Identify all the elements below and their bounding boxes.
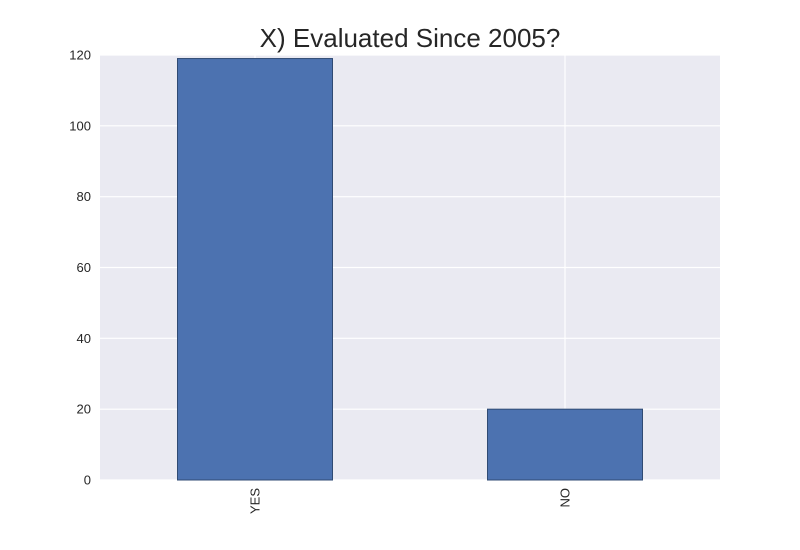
- y-tick-label: 120: [69, 48, 91, 63]
- x-tick-label-no: NO: [558, 488, 573, 508]
- y-tick-label: 100: [69, 118, 91, 133]
- x-axis-ticks: YES NO: [248, 488, 573, 514]
- bar-no: [487, 408, 643, 481]
- y-tick-label: 80: [77, 189, 91, 204]
- bars: [177, 58, 643, 481]
- y-axis-ticks: 0 20 40 60 80 100 120: [69, 48, 91, 488]
- y-tick-label: 20: [77, 402, 91, 417]
- x-tick-label-yes: YES: [248, 488, 263, 514]
- y-tick-label: 60: [77, 260, 91, 275]
- y-tick-label: 40: [77, 331, 91, 346]
- chart-title: X) Evaluated Since 2005?: [260, 23, 561, 53]
- y-tick-label: 0: [84, 473, 91, 488]
- bar-yes: [177, 58, 333, 481]
